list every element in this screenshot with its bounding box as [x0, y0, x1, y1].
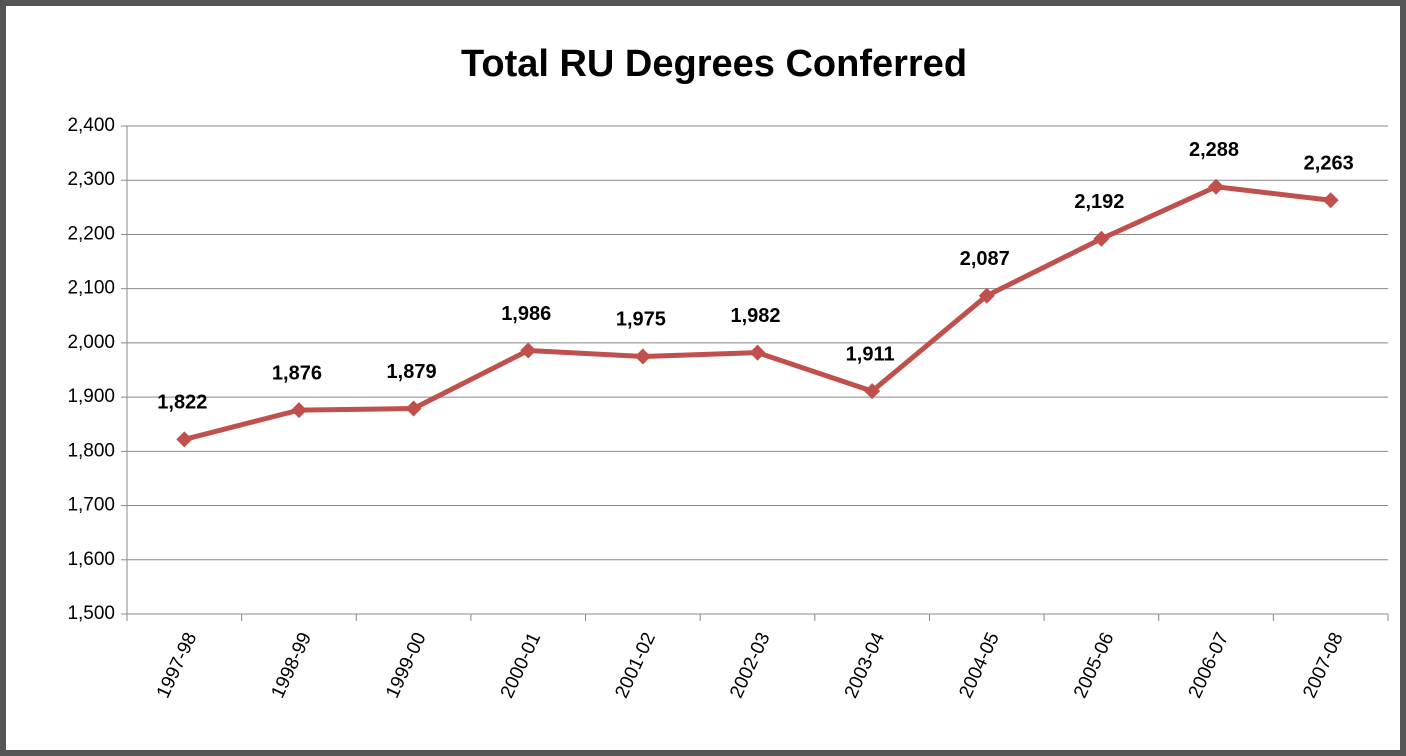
data-label: 1,911 — [846, 343, 895, 365]
marker — [864, 383, 881, 400]
y-tick-label: 1,500 — [67, 603, 115, 624]
y-tick-label: 1,900 — [67, 386, 115, 407]
y-tick-label: 2,000 — [67, 332, 115, 353]
marker — [290, 402, 307, 419]
marker — [1208, 178, 1225, 195]
data-label: 2,087 — [960, 248, 1010, 270]
data-label: 2,263 — [1304, 153, 1354, 175]
data-label: 1,879 — [387, 361, 437, 383]
y-tick-label: 2,300 — [67, 169, 115, 190]
marker — [1322, 192, 1339, 209]
data-label: 2,192 — [1074, 191, 1124, 213]
marker — [405, 400, 422, 417]
y-tick-label: 2,200 — [67, 223, 115, 244]
y-tick-label: 1,800 — [67, 440, 115, 461]
marker — [520, 342, 537, 359]
marker — [749, 344, 766, 361]
y-tick-label: 2,100 — [67, 278, 115, 299]
data-label: 1,876 — [272, 362, 322, 384]
marker — [978, 287, 995, 304]
data-label: 1,822 — [157, 392, 207, 414]
data-label: 2,288 — [1189, 139, 1239, 161]
marker — [634, 348, 651, 365]
y-tick-label: 1,600 — [67, 549, 115, 570]
y-tick-label: 2,400 — [67, 115, 115, 136]
data-label: 1,982 — [730, 305, 780, 327]
data-label: 1,986 — [501, 303, 551, 325]
marker — [1093, 230, 1110, 247]
marker — [176, 431, 193, 448]
data-label: 1,975 — [616, 309, 666, 331]
chart-title: Total RU Degrees Conferred — [461, 43, 967, 85]
y-tick-label: 1,700 — [67, 495, 115, 516]
